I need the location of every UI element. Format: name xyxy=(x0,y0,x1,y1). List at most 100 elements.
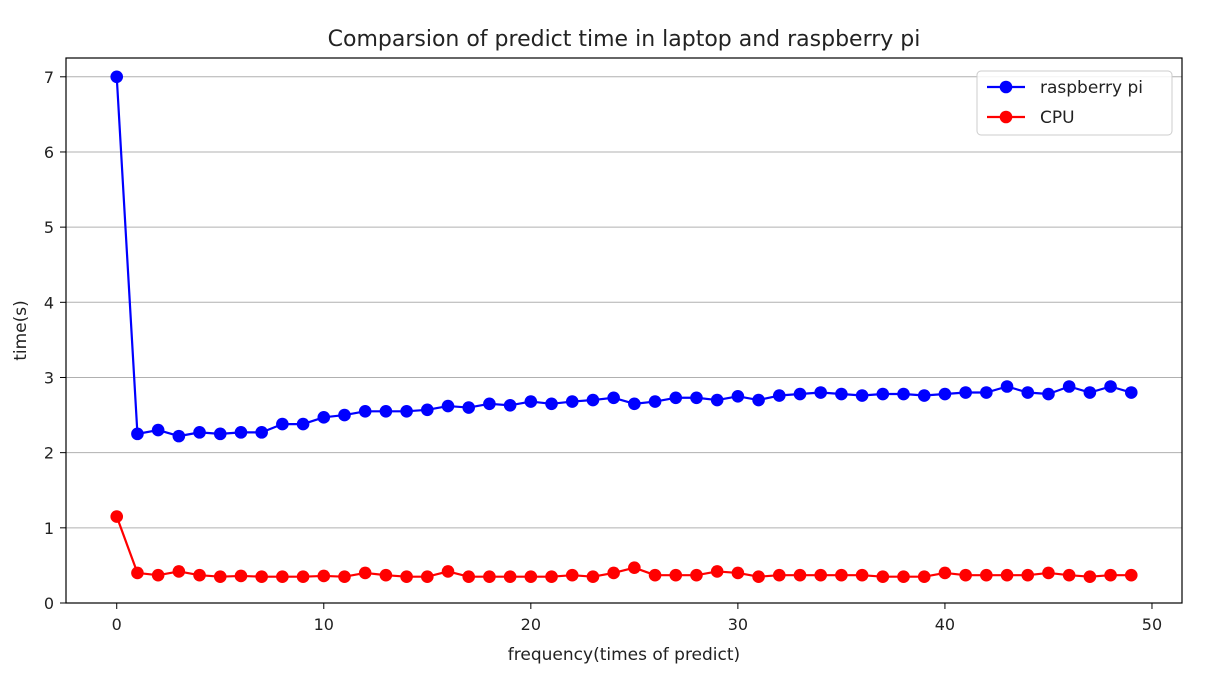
data-point-raspberry-pi xyxy=(814,386,827,399)
data-point-cpu xyxy=(193,568,206,582)
data-point-raspberry-pi xyxy=(317,411,331,424)
data-point-cpu xyxy=(835,568,848,582)
data-point-raspberry-pi xyxy=(400,405,413,418)
data-point-raspberry-pi xyxy=(524,395,538,408)
data-point-raspberry-pi xyxy=(752,393,765,407)
data-point-raspberry-pi xyxy=(1124,386,1138,399)
x-axis-label: frequency(times of predict) xyxy=(508,645,740,665)
legend-label-cpu: CPU xyxy=(1040,108,1075,128)
data-point-cpu xyxy=(628,561,641,574)
data-point-raspberry-pi xyxy=(917,389,931,402)
legend-box xyxy=(976,70,1173,136)
data-point-raspberry-pi xyxy=(628,397,641,411)
data-point-cpu xyxy=(897,570,910,583)
data-point-raspberry-pi xyxy=(421,403,434,417)
data-point-cpu xyxy=(1042,566,1055,580)
data-point-raspberry-pi xyxy=(731,389,745,403)
data-point-cpu xyxy=(669,568,683,582)
data-point-raspberry-pi xyxy=(1083,386,1097,399)
data-point-cpu xyxy=(545,570,558,583)
x-tick-label: 10 xyxy=(314,615,334,634)
data-point-cpu xyxy=(234,569,248,583)
data-point-cpu xyxy=(441,565,455,578)
data-point-cpu xyxy=(752,570,765,583)
data-point-cpu xyxy=(917,570,931,583)
data-point-cpu xyxy=(710,565,724,578)
data-point-raspberry-pi xyxy=(959,386,972,399)
data-point-raspberry-pi xyxy=(835,387,848,401)
legend-marker-cpu xyxy=(999,110,1013,124)
x-tick-label: 0 xyxy=(112,615,122,634)
data-point-raspberry-pi xyxy=(172,429,186,443)
data-point-raspberry-pi xyxy=(483,397,496,411)
data-point-cpu xyxy=(483,570,496,583)
data-point-cpu xyxy=(524,570,538,583)
data-point-cpu xyxy=(379,568,393,582)
data-point-raspberry-pi xyxy=(276,417,289,431)
legend-label-raspberry-pi: raspberry pi xyxy=(1040,78,1143,98)
y-axis-label: time(s) xyxy=(11,300,31,361)
data-point-cpu xyxy=(959,568,972,582)
data-point-raspberry-pi xyxy=(110,70,124,84)
data-point-raspberry-pi xyxy=(1000,380,1014,393)
y-tick-label: 5 xyxy=(44,218,54,237)
x-tick-label: 20 xyxy=(521,615,541,634)
data-point-cpu xyxy=(503,570,517,583)
data-point-raspberry-pi xyxy=(855,389,869,402)
data-point-raspberry-pi xyxy=(1021,386,1035,399)
series-line-cpu xyxy=(115,516,1132,578)
y-tick-label: 6 xyxy=(44,143,54,162)
data-point-raspberry-pi xyxy=(255,426,268,439)
series-layer xyxy=(110,70,1138,583)
data-point-cpu xyxy=(1104,568,1117,582)
data-point-raspberry-pi xyxy=(193,426,206,439)
x-tick-label: 50 xyxy=(1142,615,1162,634)
data-point-cpu xyxy=(980,568,993,582)
data-point-cpu xyxy=(131,566,144,580)
data-point-cpu xyxy=(296,570,310,583)
data-point-raspberry-pi xyxy=(980,386,993,399)
data-point-raspberry-pi xyxy=(379,405,393,418)
data-point-raspberry-pi xyxy=(545,397,558,411)
data-point-raspberry-pi xyxy=(296,417,310,431)
data-point-raspberry-pi xyxy=(897,387,910,401)
data-point-cpu xyxy=(1021,568,1035,582)
data-point-raspberry-pi xyxy=(503,398,517,412)
data-point-cpu xyxy=(421,570,434,583)
data-point-raspberry-pi xyxy=(565,395,579,408)
data-point-cpu xyxy=(855,568,869,582)
data-point-cpu xyxy=(814,568,827,582)
data-point-cpu xyxy=(876,570,890,583)
data-point-raspberry-pi xyxy=(669,391,683,405)
x-tick-label: 30 xyxy=(728,615,748,634)
data-point-raspberry-pi xyxy=(441,399,455,413)
data-point-raspberry-pi xyxy=(151,423,165,437)
data-point-cpu xyxy=(1083,570,1097,583)
data-point-raspberry-pi xyxy=(1104,380,1117,393)
gridlines xyxy=(66,76,1182,529)
data-point-cpu xyxy=(731,566,745,580)
y-tick-label: 7 xyxy=(44,68,54,87)
data-point-raspberry-pi xyxy=(1042,387,1055,401)
chart-title: Comparsion of predict time in laptop and… xyxy=(328,27,921,52)
data-point-cpu xyxy=(690,568,703,582)
data-point-raspberry-pi xyxy=(1062,380,1076,393)
data-point-cpu xyxy=(400,570,413,583)
y-tick-label: 2 xyxy=(44,444,54,463)
data-point-cpu xyxy=(607,566,620,580)
data-point-cpu xyxy=(648,568,662,582)
data-point-raspberry-pi xyxy=(793,387,807,401)
data-point-cpu xyxy=(151,568,165,582)
data-point-raspberry-pi xyxy=(938,387,952,401)
data-point-cpu xyxy=(172,565,186,578)
data-point-cpu xyxy=(338,570,351,583)
data-point-cpu xyxy=(1124,568,1138,582)
data-point-raspberry-pi xyxy=(131,427,144,441)
data-point-raspberry-pi xyxy=(462,401,476,414)
data-point-cpu xyxy=(276,570,289,583)
data-point-cpu xyxy=(1000,568,1014,582)
data-point-cpu xyxy=(586,570,600,583)
data-point-cpu xyxy=(358,566,372,580)
